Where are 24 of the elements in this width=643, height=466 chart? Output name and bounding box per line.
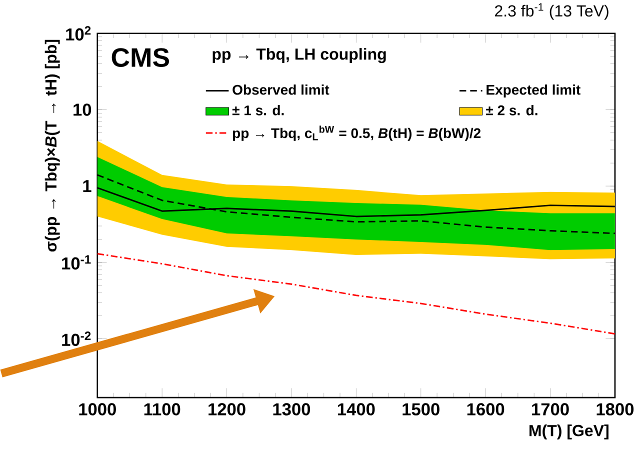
x-tick-label: 1100 xyxy=(144,403,180,416)
legend-label: ± 1 s. d. xyxy=(232,105,284,116)
chart-title: 2.3 fb$^{-1}$ (13 TeV) xyxy=(495,3,608,20)
legend-label: pp → Tbq, c$_{L}$$^{bW}$ = 0.5, B(tH) = B(bW)/2 xyxy=(233,126,481,142)
legend-title: pp → Tbq, LH coupling xyxy=(212,48,386,64)
x-tick-label: 1200 xyxy=(208,403,246,416)
legend-label: Observed limit xyxy=(232,84,330,95)
y-tick-label: 1 xyxy=(83,180,92,192)
x-tick-label: 1400 xyxy=(338,403,375,416)
x-tick-label: 1000 xyxy=(79,403,116,416)
y-tick-label: 10$^{-1}$ xyxy=(62,255,91,270)
x-tick-label: 1300 xyxy=(273,403,310,416)
x-tick-label: 1700 xyxy=(532,403,569,416)
annotation: CMS xyxy=(112,48,169,68)
y-axis-title: σ(pp → Tbq)×B(T → tH) [pb] xyxy=(44,40,60,252)
x-axis-title: M(T) [GeV] xyxy=(530,424,608,440)
x-tick-label: 1500 xyxy=(402,403,440,416)
y-tick-label: 10$^{-2}$ xyxy=(62,332,91,346)
legend-label: ± 2 s. d. xyxy=(486,105,538,116)
legend-label: Expected limit xyxy=(486,84,580,98)
x-tick-label: 1600 xyxy=(467,403,504,416)
y-tick-label: 10 xyxy=(74,104,92,116)
x-tick-label: 1800 xyxy=(596,403,634,416)
y-tick-label: 10$^{2}$ xyxy=(66,26,91,41)
